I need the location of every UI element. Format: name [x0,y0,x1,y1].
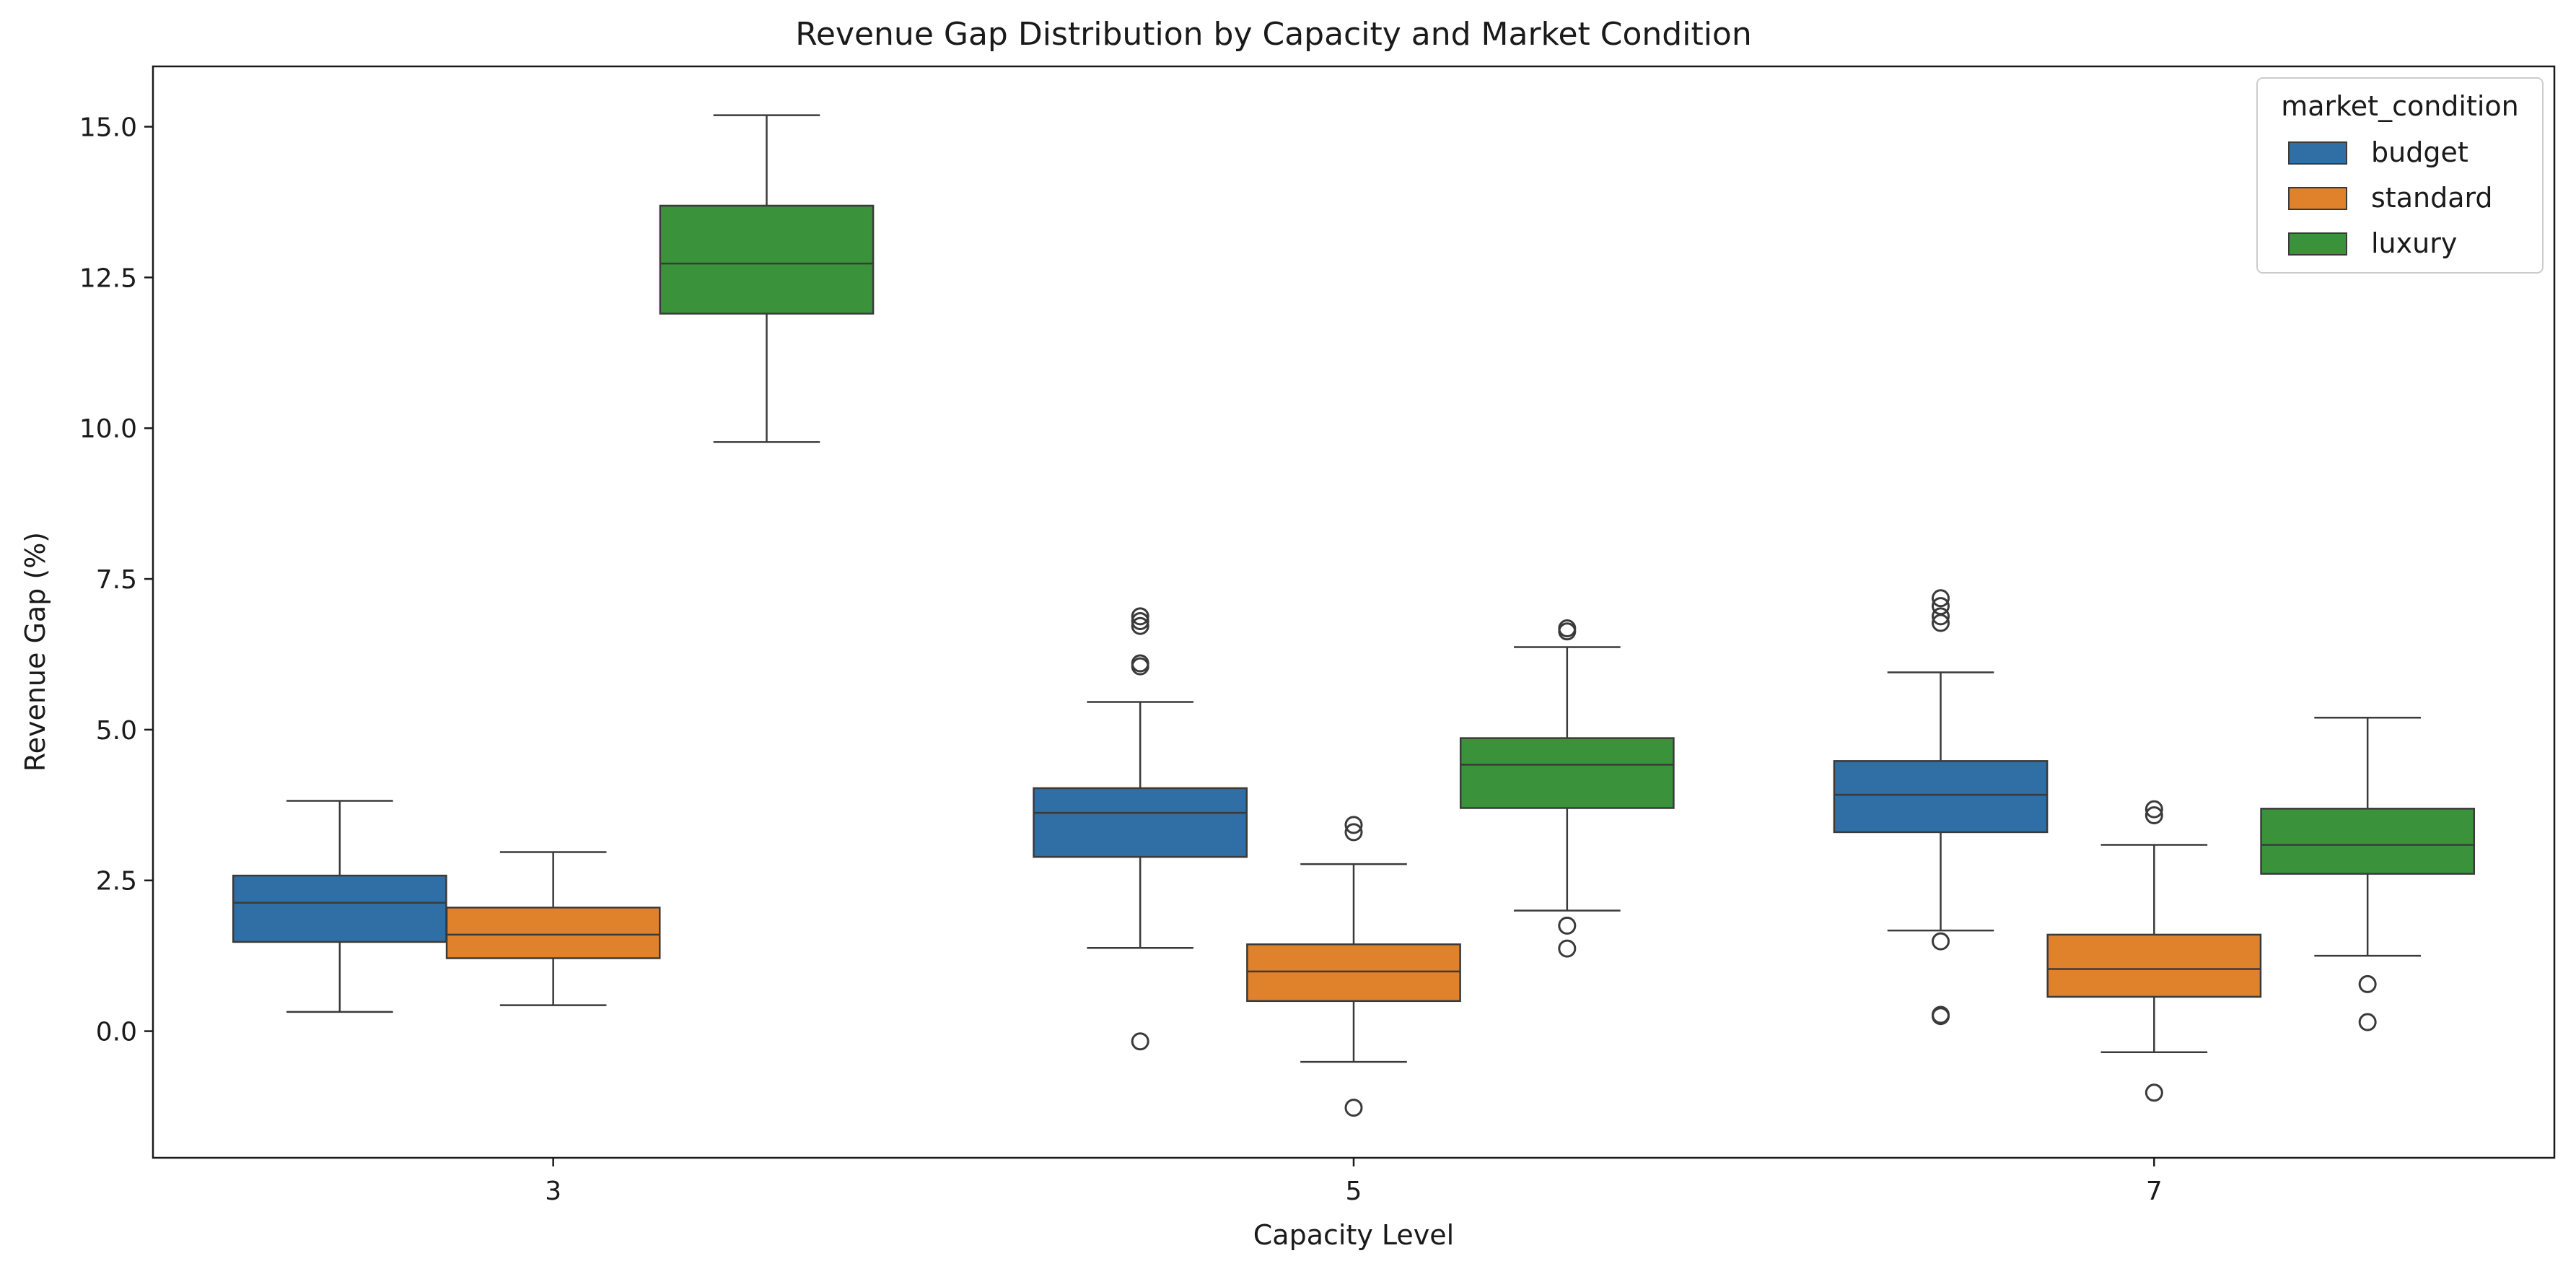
outlier-point [2358,974,2377,993]
outlier-point [2145,806,2163,825]
outlier-point [1344,1099,1363,1117]
outlier-point [2358,1013,2377,1031]
outlier-point [1932,607,1950,626]
plot-frame [152,65,2556,1159]
box-iqr [1033,787,1248,858]
legend-title: market_condition [2281,90,2519,122]
outlier-point [1344,816,1363,834]
box-iqr [659,204,875,315]
legend-swatch-luxury [2288,232,2347,256]
outlier-point [1131,654,1149,673]
chart-title: Revenue Gap Distribution by Capacity and… [795,16,1751,53]
outlier-point [1131,616,1149,635]
legend-frame [2256,77,2544,274]
outlier-point [1558,916,1577,935]
legend-label-luxury: luxury [2371,227,2457,259]
x-tick-label: 5 [1346,1177,1362,1206]
box-iqr [2046,933,2262,998]
box-iqr [232,874,447,943]
box-iqr [1833,760,2049,834]
x-tick-label: 7 [2146,1177,2163,1206]
y-tick-label: 12.5 [79,263,137,293]
box-standard-capacity-5 [1246,816,1461,1117]
box-iqr [2260,808,2476,875]
legend-label-standard: standard [2371,182,2493,214]
x-axis-label: Capacity Level [1253,1219,1454,1251]
outlier-point [1932,1005,1950,1024]
box-budget-capacity-5 [1033,607,1248,1051]
box-standard-capacity-7 [2046,800,2262,1102]
outlier-point [1932,932,1950,951]
outlier-point [2145,800,2163,819]
box-budget-capacity-3 [232,800,447,1013]
box-iqr [445,907,661,959]
outlier-point [1932,589,1950,608]
outlier-point [1344,823,1363,842]
box-series [232,114,2476,1117]
y-axis-ticks: 0.0 2.5 5.0 7.5 10.0 12.5 15.0 [79,113,153,1047]
box-luxury-capacity-3 [659,114,875,443]
y-tick-label: 7.5 [96,565,137,595]
outlier-point [1558,619,1577,638]
x-tick-label: 3 [545,1177,561,1206]
box-iqr [1459,737,1675,809]
outlier-point [1131,1032,1149,1051]
y-tick-label: 5.0 [96,716,137,746]
legend-swatch-standard [2288,187,2347,210]
box-luxury-capacity-7 [2260,716,2476,1031]
y-tick-label: 15.0 [79,113,137,143]
outlier-point [1131,607,1149,626]
y-axis-label: Revenue Gap (%) [19,532,51,772]
legend-label-budget: budget [2371,136,2468,168]
legend-swatch-budget [2288,141,2347,165]
legend: market_condition budget standard luxury [2256,77,2544,274]
box-luxury-capacity-5 [1459,619,1675,958]
outlier-point [1932,597,1950,616]
box-iqr [1246,943,1461,1003]
box-standard-capacity-3 [445,851,661,1006]
outlier-point [1131,612,1149,631]
outlier-point [1558,939,1577,958]
outlier-point [2145,1083,2163,1102]
y-tick-label: 0.0 [96,1018,137,1047]
x-axis-ticks: 3 5 7 [545,1158,2163,1206]
box-budget-capacity-7 [1833,589,2049,1026]
y-tick-label: 10.0 [79,414,137,444]
y-tick-label: 2.5 [96,867,137,896]
